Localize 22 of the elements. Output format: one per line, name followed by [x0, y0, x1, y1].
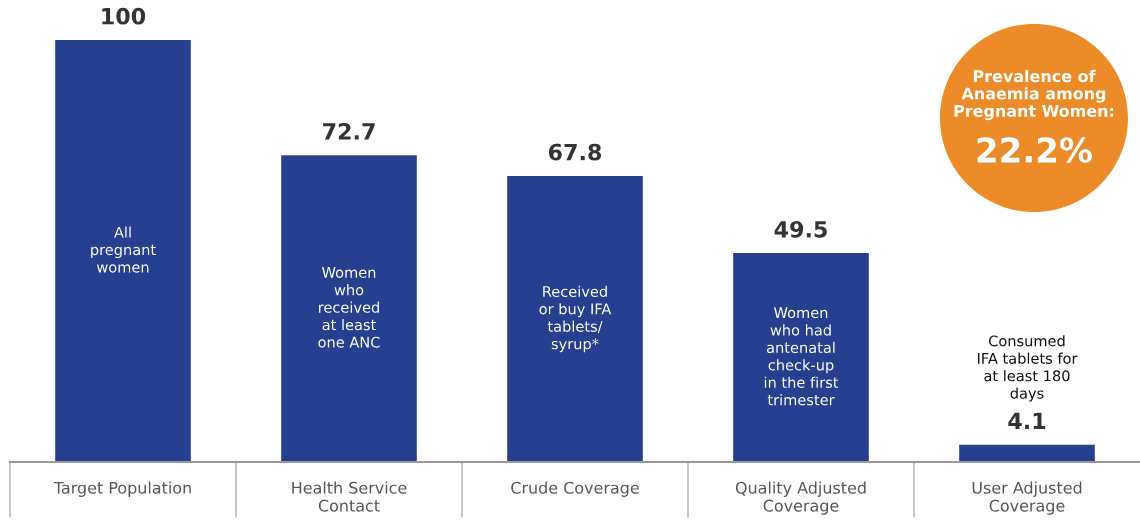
data-label: 67.8 [548, 143, 602, 161]
bar [507, 175, 643, 462]
x-tick-label: Crude Coverage [511, 481, 639, 497]
x-tick-label: Health Service Contact [292, 481, 407, 512]
bar [55, 40, 191, 462]
annotation: All pregnant women [91, 226, 156, 273]
x-tick-label: Quality Adjusted Coverage [735, 481, 866, 515]
bar [959, 444, 1095, 462]
annotation: Women who had antenatal check-up in the first trimester [764, 307, 839, 406]
annotation: 22.2% [977, 137, 1092, 163]
data-label: 100 [102, 7, 146, 25]
data-label: 49.5 [774, 220, 827, 238]
annotation: Prevalence of Anaemia among Pregnant Women: [954, 69, 1114, 121]
x-tick-label: User Adjusted Coverage [972, 481, 1082, 515]
bar [281, 155, 417, 462]
annotation: Consumed IFA tablets for at least 180 days [977, 335, 1078, 402]
x-tick-label: Target Population [53, 481, 191, 497]
annotation: Women who received at least one ANC [318, 267, 380, 348]
data-label: 72.7 [323, 122, 375, 140]
annotation: Received or buy IFA tablets/ syrup* [539, 285, 612, 353]
data-label: 4.1 [1008, 412, 1046, 429]
bar [733, 253, 869, 462]
